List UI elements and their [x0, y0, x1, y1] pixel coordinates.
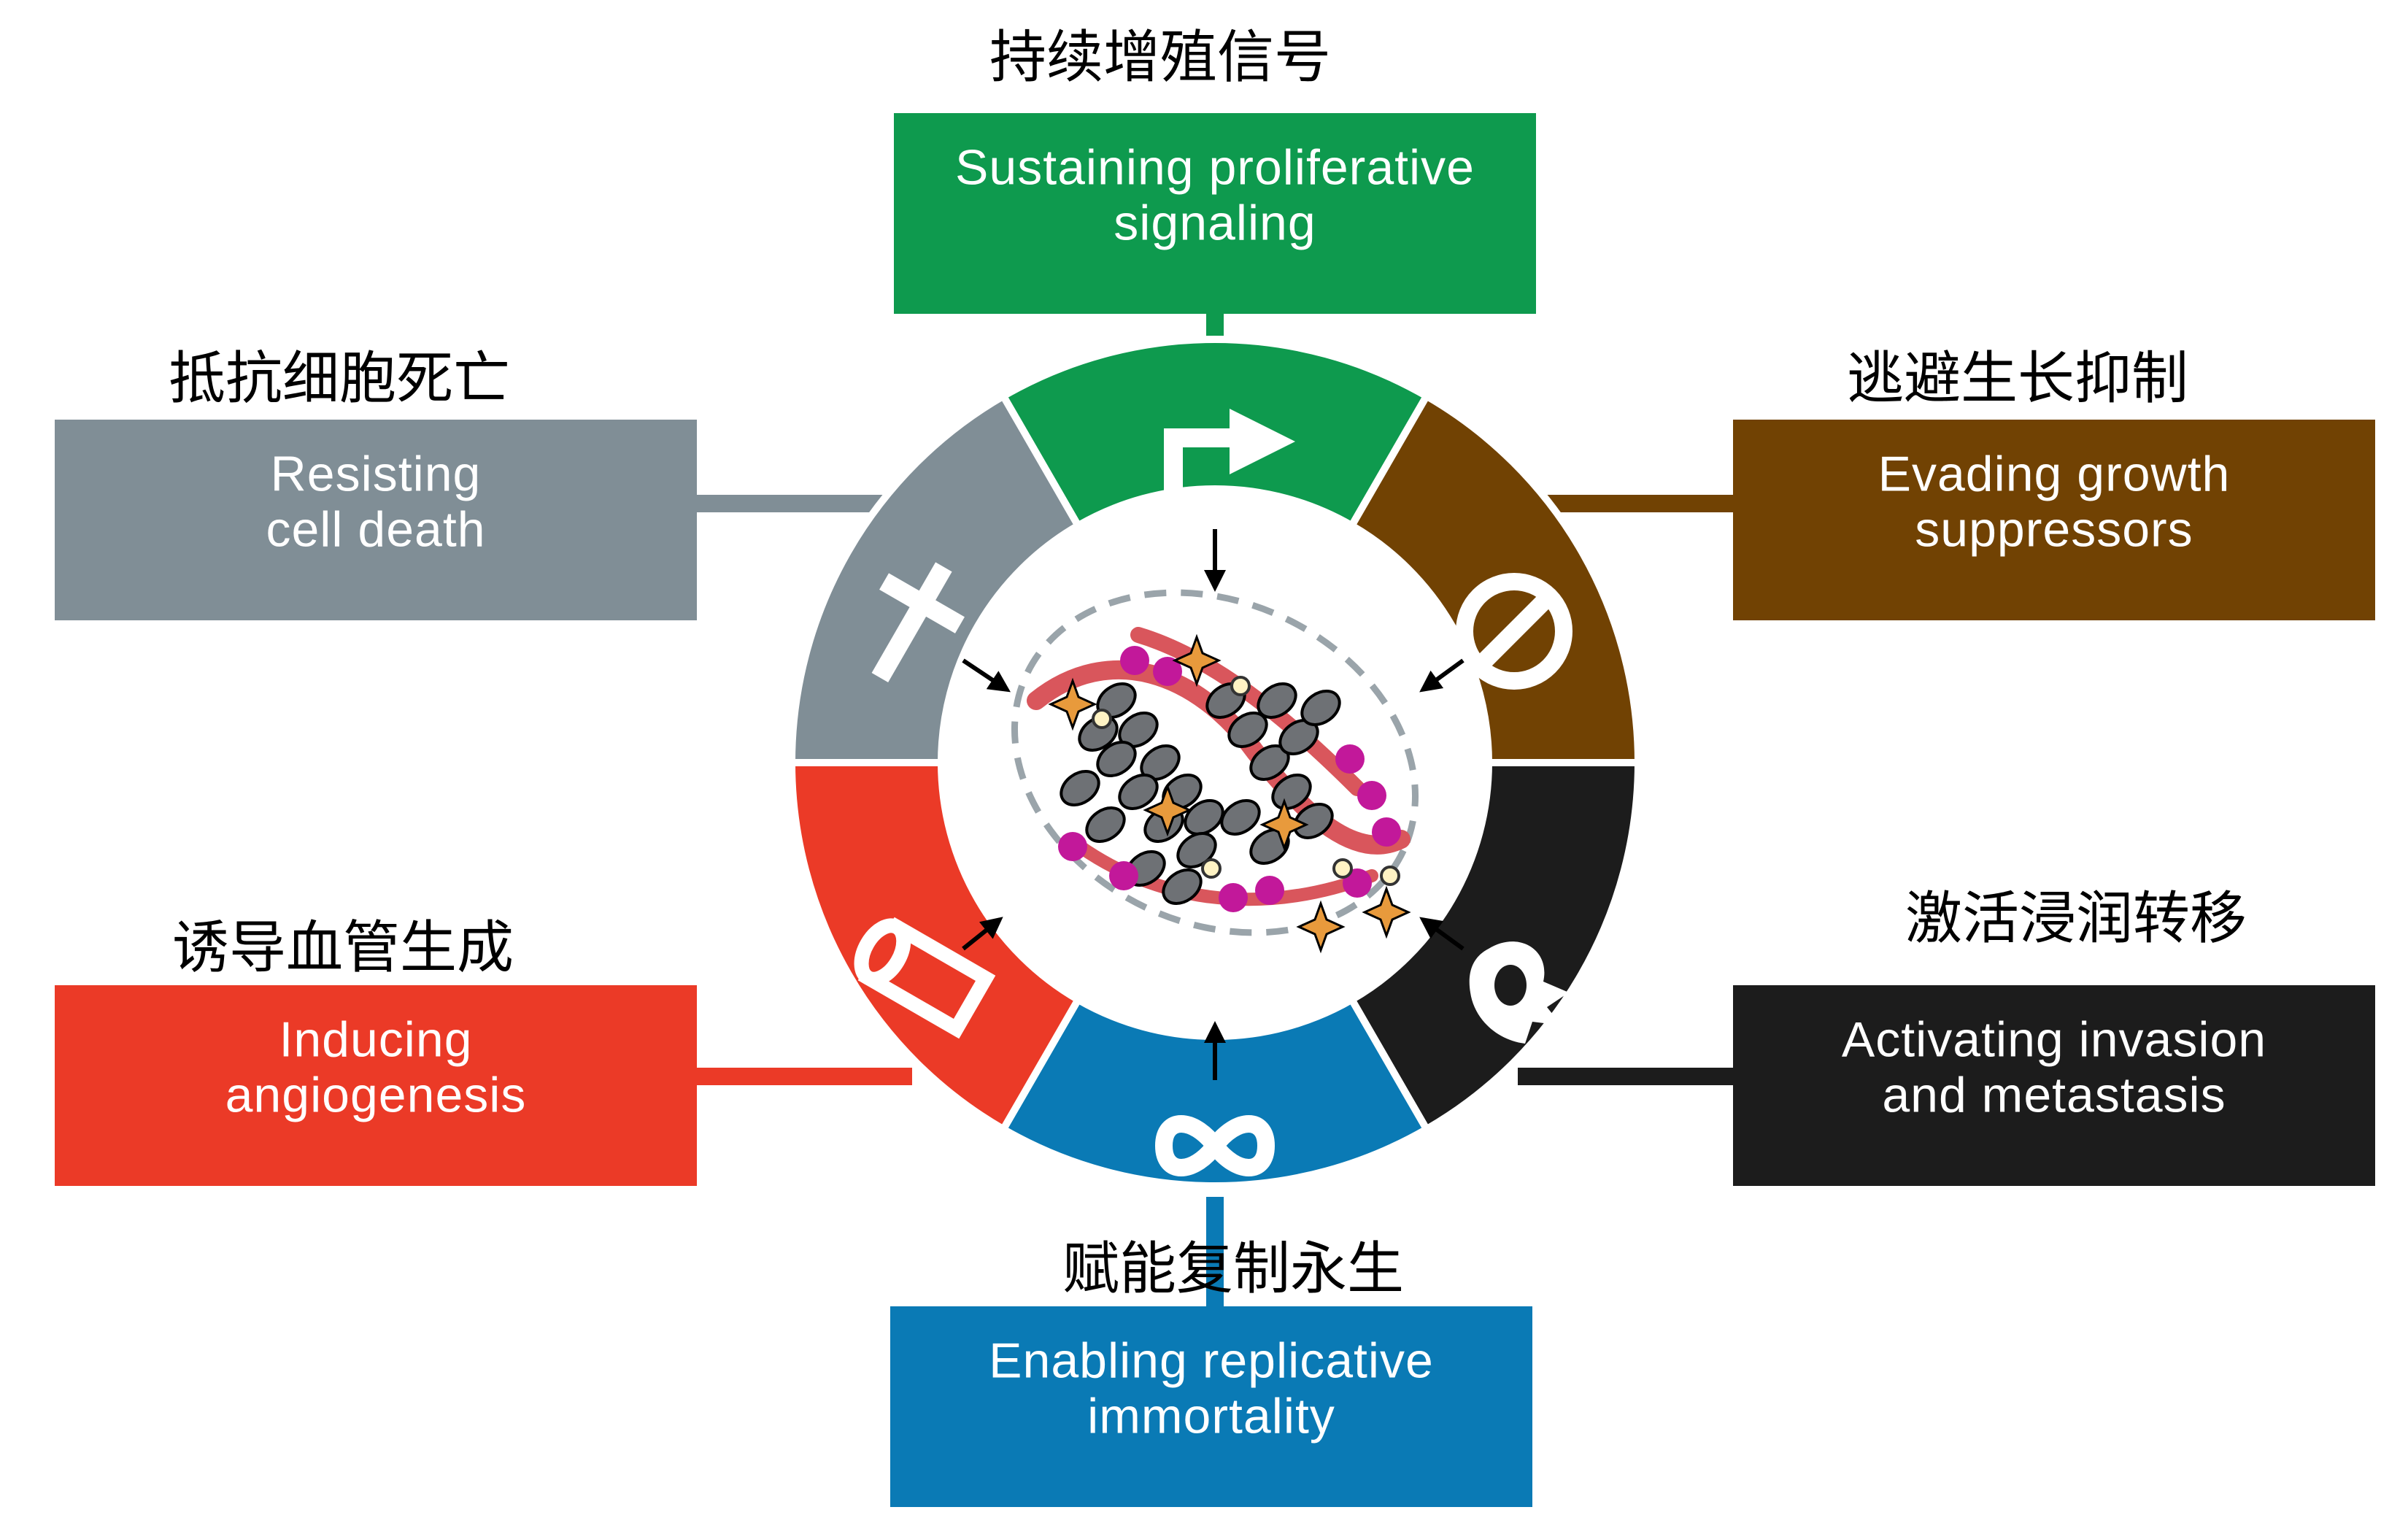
hallmark-label-en: immortality — [1087, 1389, 1335, 1444]
hallmark-box-cell-death — [55, 420, 697, 620]
hallmark-label-en: Sustaining proliferative — [955, 140, 1475, 196]
immune-cell — [1120, 646, 1149, 675]
tumor-cell — [1085, 806, 1126, 843]
stromal-cell — [1048, 677, 1097, 731]
tumor-cell — [1220, 799, 1261, 836]
hallmark-label-en: Evading growth — [1878, 447, 2231, 502]
stromal-cell — [1143, 783, 1192, 837]
blood-vessel-icon — [854, 917, 996, 1039]
stromal-cell — [1362, 885, 1411, 939]
hallmark-label-cn: 诱导血管生成 — [172, 915, 514, 981]
immune-cell — [1219, 883, 1248, 912]
tumor-cells — [1027, 627, 1411, 954]
tumor-cell — [1293, 803, 1334, 839]
immune-cell — [1335, 744, 1365, 774]
immune-cell — [1357, 781, 1386, 810]
stromal-cell — [1296, 900, 1346, 954]
hallmark-label-cn: 持续增殖信号 — [989, 25, 1331, 90]
tumor-cell — [1257, 682, 1297, 719]
hallmark-label-en: Inducing — [279, 1012, 472, 1068]
immune-cell — [1109, 861, 1138, 890]
hallmark-label-en: and metastasis — [1882, 1068, 2226, 1123]
immune-cell — [1372, 817, 1401, 847]
hallmark-label-en: signaling — [1114, 196, 1316, 251]
hallmark-box-proliferative — [894, 113, 1536, 314]
inward-arrows — [962, 529, 1465, 1080]
tumor-cell — [1300, 690, 1341, 726]
hallmark-label-en: cell death — [266, 502, 485, 558]
hallmark-label-en: angiogenesis — [225, 1068, 527, 1123]
small-cell — [1201, 858, 1222, 879]
tumor-illustration — [1011, 589, 1419, 954]
small-cell — [1092, 709, 1112, 729]
tumor-cell — [1184, 799, 1224, 836]
hallmark-label-en: Activating invasion — [1842, 1012, 2266, 1068]
tumor-boundary — [1011, 589, 1419, 936]
hallmark-label-cn: 激活浸润转移 — [1905, 886, 2247, 952]
cross-icon — [871, 562, 965, 682]
hallmark-label-cn: 抵抗细胞死亡 — [169, 346, 510, 412]
small-cell — [1332, 858, 1353, 879]
tumor-cell — [1271, 774, 1312, 810]
arrow-top-right — [1419, 658, 1465, 693]
blood-vessel — [1073, 840, 1378, 906]
infinity-icon — [1154, 1115, 1276, 1176]
stromal-cell — [1259, 798, 1309, 852]
hallmark-label-en: Resisting — [271, 447, 482, 502]
hallmark-label-en: Enabling replicative — [989, 1333, 1434, 1389]
hallmark-box-invasion — [1733, 985, 2375, 1186]
immune-cell — [1255, 876, 1284, 905]
hallmark-label-cn: 逃避生长抑制 — [1847, 346, 2188, 412]
tumor-cell — [1096, 741, 1137, 777]
tumor-cell — [1162, 868, 1203, 905]
prohibition-icon — [1456, 573, 1572, 690]
hallmark-box-growth-suppressors — [1733, 420, 2375, 620]
bent-arrow-icon — [1164, 409, 1295, 533]
hallmark-label-cn: 赋能复制永生 — [1062, 1236, 1404, 1302]
tumor-cell — [1060, 770, 1100, 806]
tumor-cell — [1227, 712, 1268, 748]
tumor-microenvironment-area — [941, 489, 1489, 1036]
hallmark-box-immortality — [890, 1306, 1532, 1507]
arrow-bottom-right — [1419, 917, 1465, 951]
immune-cell — [1153, 657, 1182, 686]
hallmark-box-angiogenesis — [55, 985, 697, 1186]
small-cell — [1380, 866, 1400, 886]
migrating-cell-icon — [1469, 941, 1569, 1044]
stromal-cell — [1172, 633, 1222, 687]
arrow-bottom-left — [962, 917, 1003, 951]
hallmark-label-en: suppressors — [1915, 502, 2193, 558]
immune-cell — [1058, 832, 1087, 861]
arrow-top-left — [962, 658, 1011, 693]
tumor-cell — [1118, 774, 1159, 810]
immune-cell — [1343, 868, 1372, 898]
small-cell — [1230, 676, 1251, 696]
